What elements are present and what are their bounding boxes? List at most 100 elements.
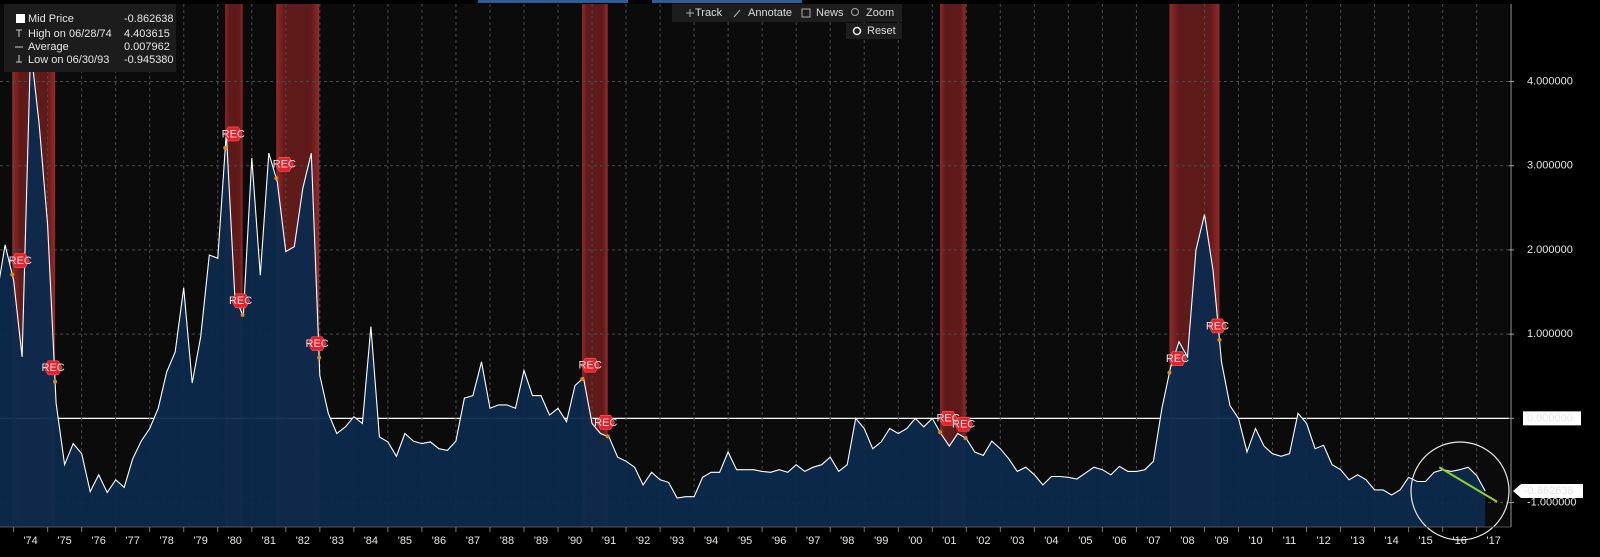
- news-icon: [801, 8, 811, 18]
- legend-stat-name: High on 06/28/74: [28, 28, 112, 40]
- recession-marker-label: REC: [306, 338, 329, 350]
- tab[interactable]: [478, 0, 628, 3]
- x-tick-label: '77: [126, 535, 140, 547]
- x-tick-label: '06: [1112, 535, 1126, 547]
- y-tick-label: 1.000000: [1527, 328, 1573, 340]
- x-tick-label: '82: [296, 535, 310, 547]
- legend-swatch: [16, 14, 25, 23]
- x-tick-label: '84: [364, 535, 378, 547]
- recession-marker-shape: [307, 336, 327, 351]
- recession-marker-shape: [43, 360, 63, 376]
- recession-dot: [938, 430, 943, 435]
- x-tick-label: '14: [1384, 535, 1398, 547]
- recession-marker-shape: [10, 253, 30, 268]
- x-tick-label: '80: [228, 535, 242, 547]
- y-tick-label: 4.000000: [1527, 75, 1573, 87]
- x-tick-label: '08: [1180, 535, 1194, 547]
- recession-marker-label: REC: [936, 413, 959, 425]
- news-label[interactable]: News: [816, 7, 844, 19]
- x-tick-label: '75: [57, 535, 71, 547]
- legend-stat-value: 4.403615: [124, 28, 170, 40]
- zoom-icon: [851, 8, 859, 16]
- x-tick-label: '12: [1316, 535, 1330, 547]
- legend-stat-value: -0.945380: [124, 54, 174, 66]
- recession-dot: [1217, 337, 1222, 342]
- x-tick-label: '04: [1044, 535, 1058, 547]
- recession-marker-shape: [580, 357, 600, 373]
- annotate-button[interactable]: Annotate: [733, 7, 792, 19]
- reset-label[interactable]: Reset: [867, 25, 896, 37]
- x-tick-label: '09: [1214, 535, 1228, 547]
- x-tick-label: '74: [23, 535, 37, 547]
- track-label[interactable]: Track: [695, 7, 723, 19]
- legend-stat-name: Average: [28, 41, 69, 53]
- recession-marker-label: REC: [1166, 353, 1189, 365]
- track-button[interactable]: Track: [686, 7, 723, 19]
- toolbar: Track Annotate News Zoom Reset: [672, 4, 902, 39]
- recession-marker-shape: [954, 416, 973, 432]
- x-tick-label: '00: [908, 535, 922, 547]
- x-tick-label: '88: [500, 535, 514, 547]
- low-icon: [16, 55, 22, 63]
- recession-dot: [240, 312, 245, 317]
- recession-marker: REC: [222, 126, 245, 142]
- x-tick-label: '13: [1350, 535, 1364, 547]
- recession-marker-shape: [1208, 318, 1227, 334]
- x-tick-label: '02: [976, 535, 990, 547]
- area: [0, 47, 1486, 527]
- news-button[interactable]: News: [801, 7, 844, 19]
- recession-marker-label: REC: [579, 360, 602, 372]
- x-tick-label: '11: [1283, 535, 1297, 547]
- recession-marker: REC: [594, 415, 617, 430]
- legend-series-name: Mid Price: [28, 13, 74, 25]
- recession-marker: REC: [273, 156, 296, 172]
- x-tick-label: '10: [1248, 535, 1262, 547]
- tab[interactable]: [652, 0, 802, 3]
- recession-dot: [317, 355, 322, 360]
- y-tick-label: 0.000000: [1527, 412, 1573, 424]
- x-tick-label: '79: [194, 535, 208, 547]
- annotation-circle: [1410, 441, 1510, 541]
- y-tick-label: 2.000000: [1527, 244, 1573, 256]
- x-tick-label: '93: [670, 535, 684, 547]
- legend-series-value: -0.862638: [124, 13, 174, 25]
- recession-marker: REC: [9, 253, 32, 268]
- x-tick-label: '85: [398, 535, 412, 547]
- last-value-tag: -0.862638: [1524, 485, 1574, 497]
- line: [0, 47, 1486, 499]
- recession-marker-label: REC: [594, 417, 617, 429]
- recession-dot: [223, 145, 228, 150]
- zoom-button[interactable]: Zoom: [851, 7, 895, 19]
- recession-marker-shape: [938, 411, 958, 426]
- reset-button[interactable]: Reset: [846, 23, 902, 39]
- x-tick-label: '76: [92, 535, 106, 547]
- recession-dot: [580, 377, 585, 382]
- recession-marker-label: REC: [952, 419, 975, 431]
- x-tick-label: '95: [738, 535, 752, 547]
- reset-bg[interactable]: [846, 23, 902, 39]
- recession-marker-label: REC: [9, 255, 32, 267]
- x-tick-label: '96: [772, 535, 786, 547]
- recession-marker: REC: [936, 411, 960, 426]
- x-tick-label: '97: [806, 535, 820, 547]
- x-tick-label: '78: [160, 535, 174, 547]
- zoom-label[interactable]: Zoom: [866, 7, 894, 19]
- x-tick-label: '03: [1010, 535, 1024, 547]
- track-icon: [686, 9, 694, 17]
- y-tick-label: -1.000000: [1527, 496, 1577, 508]
- recession-dot: [963, 436, 968, 441]
- x-tick-label: '17: [1487, 535, 1501, 547]
- x-tick-label: '89: [534, 535, 548, 547]
- x-tick-label: '99: [874, 535, 888, 547]
- annotate-icon: [733, 9, 741, 18]
- recession-marker: REC: [952, 416, 975, 432]
- x-tick-label: '83: [330, 535, 344, 547]
- recession-marker-label: REC: [1206, 320, 1229, 332]
- recession-dot: [274, 176, 279, 181]
- reset-icon: [852, 26, 862, 36]
- annotate-label[interactable]: Annotate: [748, 7, 792, 19]
- recession-marker-shape: [1168, 351, 1187, 366]
- recession-dot: [605, 434, 610, 439]
- x-tick-label: '81: [262, 535, 276, 547]
